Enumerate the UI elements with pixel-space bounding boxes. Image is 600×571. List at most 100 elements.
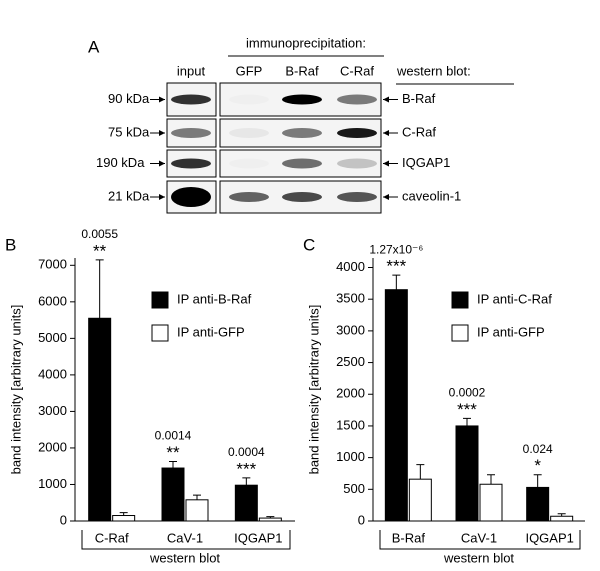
significance: ** (166, 443, 180, 462)
blot-band (337, 158, 377, 169)
column-label: GFP (236, 63, 263, 78)
y-tick-label: 5000 (38, 330, 67, 345)
error-bar (95, 259, 104, 319)
y-tick-label: 7000 (38, 257, 67, 272)
bar (88, 317, 112, 522)
y-tick-label: 1500 (336, 417, 365, 432)
y-tick-label: 6000 (38, 293, 67, 308)
bar (479, 483, 503, 522)
arrow-head (159, 96, 165, 103)
error-bar (266, 516, 275, 519)
x-tick-label: C-Raf (95, 530, 129, 545)
y-tick-label: 1000 (336, 449, 365, 464)
size-label: 75 kDa (108, 124, 150, 139)
significance: *** (236, 459, 256, 478)
panel-letter: A (88, 37, 100, 56)
y-tick-label: 2500 (336, 354, 365, 369)
x-tick-label: CaV-1 (167, 530, 203, 545)
y-tick-label: 2000 (38, 439, 67, 454)
y-tick-label: 0 (60, 512, 67, 527)
error-bar (533, 474, 542, 488)
x-tick-label: CaV-1 (461, 530, 497, 545)
legend-label: IP anti-B-Raf (177, 291, 252, 306)
p-value: 0.0002 (449, 386, 486, 400)
error-bar (487, 474, 495, 485)
p-value: 0.0014 (155, 429, 192, 443)
significance: *** (386, 257, 406, 276)
arrow-head (159, 160, 165, 167)
blot-band (282, 158, 322, 169)
ip-header: immunoprecipitation: (246, 35, 366, 50)
blot-band (337, 94, 377, 105)
significance: *** (457, 400, 477, 419)
blot-band (229, 95, 269, 105)
column-label: input (177, 63, 206, 78)
error-bar (557, 513, 566, 517)
x-tick-label: IQGAP1 (525, 530, 573, 545)
size-label: 21 kDa (108, 188, 150, 203)
blot-band (282, 94, 322, 105)
y-axis-label: band intensity [arbitrary units] (306, 305, 321, 475)
blot-band (229, 192, 269, 202)
legend-swatch (151, 291, 169, 309)
error-bar (463, 417, 471, 426)
bar (161, 467, 185, 522)
bar (550, 515, 574, 522)
arrow-head (159, 130, 165, 136)
blot-band (171, 158, 211, 169)
bar (258, 517, 282, 522)
size-label: 90 kDa (108, 91, 150, 106)
arrow-head (383, 96, 389, 103)
blot-band (171, 187, 211, 207)
legend-label: IP anti-GFP (177, 324, 245, 339)
bar (526, 486, 550, 522)
arrow-head (383, 160, 389, 167)
bracket (379, 530, 581, 550)
p-value: 0.0055 (81, 227, 118, 241)
column-label: B-Raf (285, 63, 319, 78)
blot-band (337, 128, 377, 138)
error-bar (169, 460, 177, 469)
protein-label: IQGAP1 (402, 155, 450, 170)
legend-label: IP anti-GFP (477, 324, 545, 339)
p-value: 0.024 (523, 442, 553, 456)
column-label: C-Raf (340, 63, 374, 78)
blot-band (229, 128, 269, 138)
readout-label: western blot: (396, 63, 471, 78)
protein-label: B-Raf (402, 91, 436, 106)
legend-swatch (151, 324, 169, 342)
y-axis-label: band intensity [arbitrary units] (8, 305, 23, 475)
error-bar (193, 494, 201, 500)
bar (185, 499, 209, 522)
protein-label: C-Raf (402, 124, 436, 139)
blot-band (337, 192, 377, 202)
x-axis-label: western blot (149, 550, 220, 565)
panel-letter: B (5, 235, 16, 254)
significance: * (534, 456, 541, 475)
blot-band (171, 94, 211, 105)
blot-band (282, 128, 322, 138)
x-tick-label: IQGAP1 (234, 530, 282, 545)
bar (234, 484, 258, 522)
significance: ** (93, 241, 107, 260)
blot-band (282, 192, 322, 202)
y-tick-label: 2000 (336, 386, 365, 401)
x-axis-label: western blot (443, 550, 514, 565)
bar (408, 478, 432, 522)
arrow-head (383, 130, 389, 136)
y-tick-label: 4000 (336, 259, 365, 274)
y-tick-label: 500 (343, 481, 365, 496)
error-bar (242, 477, 251, 486)
p-value: 1.27x10⁻⁶ (369, 242, 423, 256)
y-tick-label: 4000 (38, 366, 67, 381)
y-tick-label: 3000 (38, 403, 67, 418)
protein-label: caveolin-1 (402, 188, 461, 203)
legend-swatch (451, 324, 469, 342)
legend-label: IP anti-C-Raf (477, 291, 552, 306)
error-bar (416, 464, 425, 480)
bar (384, 289, 408, 522)
arrow-head (159, 194, 165, 200)
blot-band (171, 128, 211, 138)
y-tick-label: 0 (358, 512, 365, 527)
